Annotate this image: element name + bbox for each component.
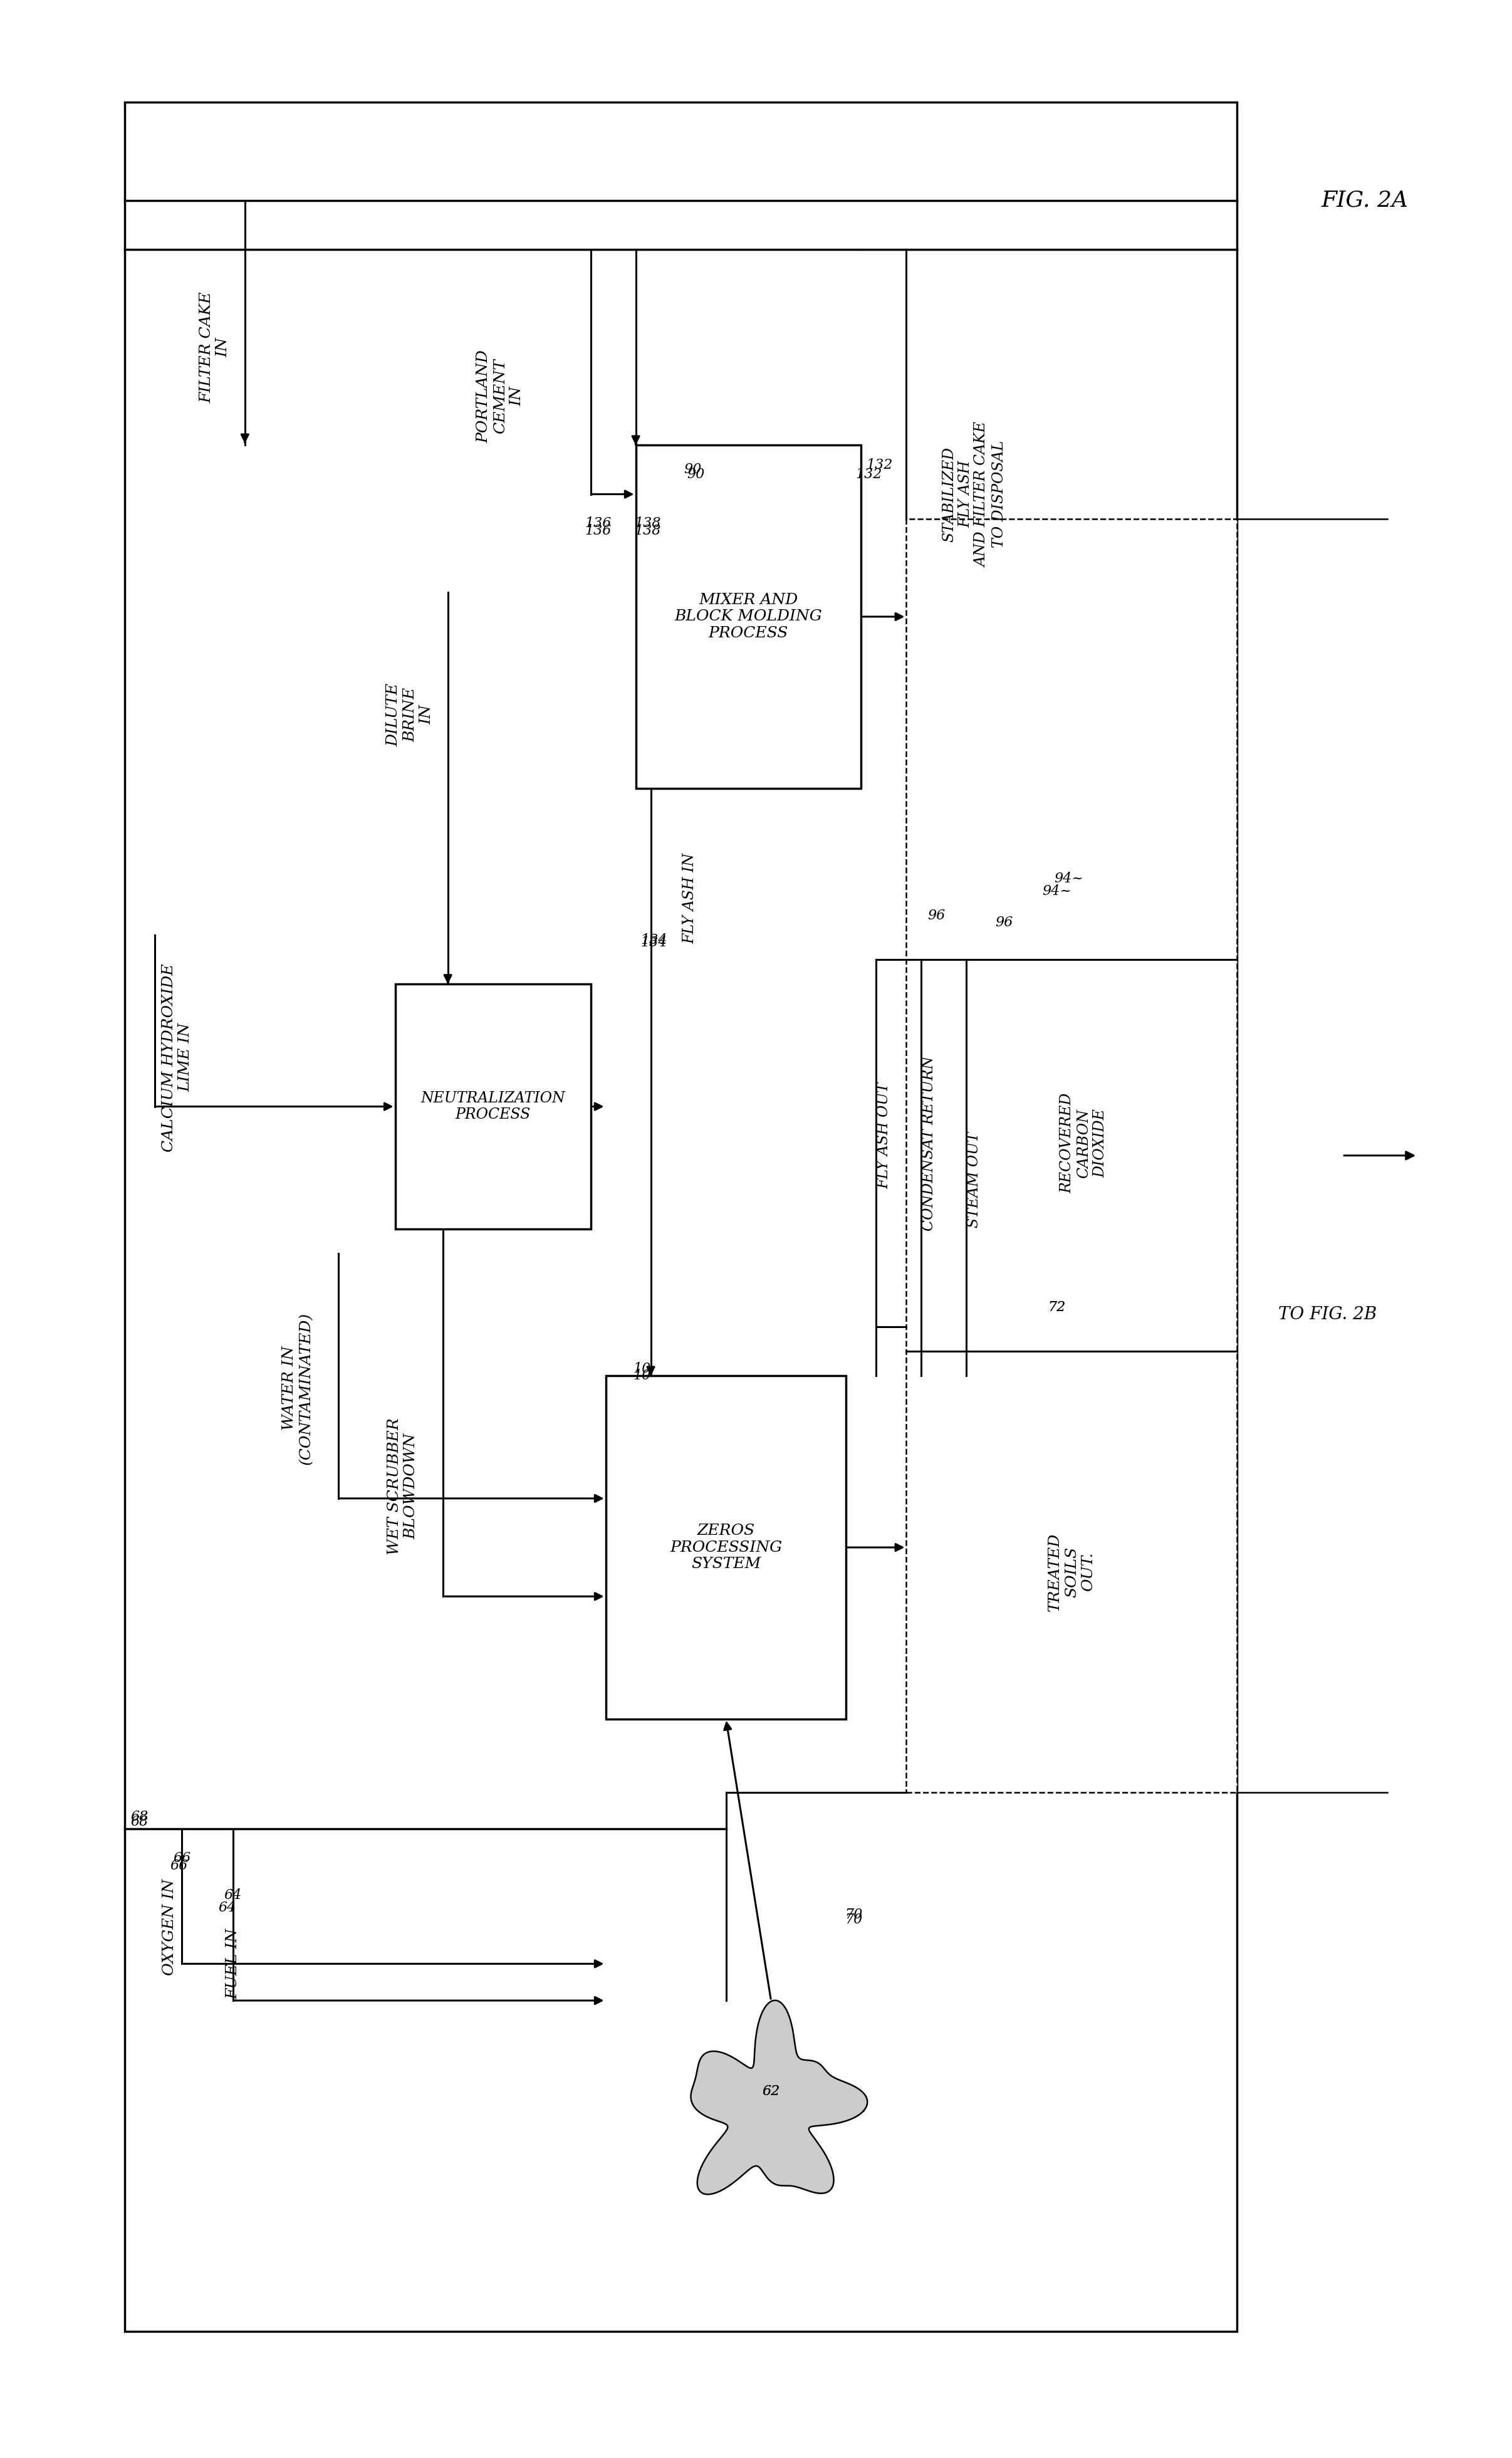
Text: WET SCRUBBER
BLOWDOWN: WET SCRUBBER BLOWDOWN: [387, 1418, 419, 1556]
Text: TREATED
SOILS
OUT.: TREATED SOILS OUT.: [1048, 1534, 1096, 1610]
Text: TO FIG. 2B: TO FIG. 2B: [1278, 1305, 1376, 1322]
Text: NEUTRALIZATION
PROCESS: NEUTRALIZATION PROCESS: [420, 1091, 565, 1123]
Text: 66: 66: [172, 1851, 191, 1866]
FancyBboxPatch shape: [606, 1376, 847, 1718]
Text: 138: 138: [635, 524, 661, 538]
Text: 136: 136: [585, 516, 611, 531]
Text: 68: 68: [132, 1809, 148, 1824]
Text: 132: 132: [856, 467, 881, 482]
FancyBboxPatch shape: [635, 445, 862, 789]
Text: RECOVERED
CARBON
DIOXIDE: RECOVERED CARBON DIOXIDE: [1060, 1094, 1108, 1195]
Text: 64: 64: [218, 1900, 236, 1915]
FancyBboxPatch shape: [395, 983, 591, 1229]
Text: 94~: 94~: [1042, 885, 1072, 897]
FancyBboxPatch shape: [124, 103, 1237, 2330]
Text: 66: 66: [169, 1858, 187, 1873]
Text: 96: 96: [927, 909, 945, 922]
Polygon shape: [691, 2001, 868, 2195]
Text: 138: 138: [635, 516, 661, 531]
Text: 68: 68: [132, 1814, 148, 1829]
Text: FIG. 2A: FIG. 2A: [1321, 189, 1408, 211]
Text: ZEROS
PROCESSING
SYSTEM: ZEROS PROCESSING SYSTEM: [670, 1524, 782, 1571]
Text: STEAM OUT: STEAM OUT: [966, 1133, 981, 1229]
FancyBboxPatch shape: [906, 519, 1237, 1792]
Text: DILUTE
BRINE
IN: DILUTE BRINE IN: [387, 683, 434, 747]
Text: 132: 132: [866, 457, 892, 472]
Text: FLY ASH OUT: FLY ASH OUT: [877, 1082, 891, 1190]
Text: FUEL IN: FUEL IN: [225, 1930, 240, 1998]
Text: 90: 90: [686, 467, 705, 482]
Text: 134: 134: [641, 936, 667, 949]
Text: FILTER CAKE
IN: FILTER CAKE IN: [200, 293, 230, 403]
Text: 90: 90: [683, 462, 702, 477]
Text: 96: 96: [995, 917, 1013, 929]
Text: 10: 10: [634, 1362, 650, 1376]
Text: 72: 72: [1048, 1300, 1066, 1315]
Text: 64: 64: [224, 1888, 242, 1902]
Text: WATER IN
(CONTAMINATED): WATER IN (CONTAMINATED): [281, 1313, 313, 1465]
Text: 94~: 94~: [1054, 873, 1084, 885]
Text: 10: 10: [634, 1369, 650, 1384]
Text: PORTLAND
CEMENT
IN: PORTLAND CEMENT IN: [476, 349, 525, 442]
Text: CALCIUM HYDROXIDE
LIME IN: CALCIUM HYDROXIDE LIME IN: [162, 964, 192, 1153]
Text: 70: 70: [845, 1907, 862, 1922]
Text: MIXER AND
BLOCK MOLDING
PROCESS: MIXER AND BLOCK MOLDING PROCESS: [674, 592, 823, 642]
Text: 134: 134: [641, 934, 667, 946]
Text: FLY ASH IN: FLY ASH IN: [682, 853, 697, 944]
Text: 136: 136: [585, 524, 611, 538]
Text: OXYGEN IN: OXYGEN IN: [162, 1878, 177, 1976]
Text: CONDENSAT RETURN: CONDENSAT RETURN: [922, 1057, 936, 1231]
Text: 72: 72: [1048, 1300, 1066, 1315]
Text: 62: 62: [762, 2084, 780, 2099]
Text: STABILIZED
FLY ASH
AND FILTER CAKE
TO DISPOSAL: STABILIZED FLY ASH AND FILTER CAKE TO DI…: [942, 420, 1005, 568]
Text: 62: 62: [762, 2084, 780, 2099]
Text: 70: 70: [845, 1912, 862, 1927]
